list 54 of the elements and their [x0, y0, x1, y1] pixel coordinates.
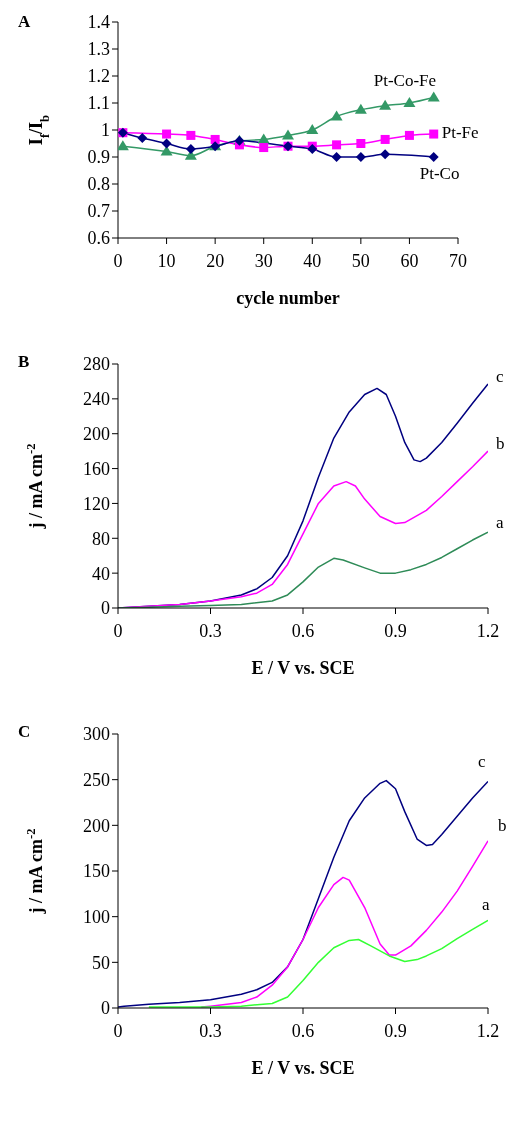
- x-tick-label: 20: [206, 250, 225, 271]
- y-tick-label: 0: [101, 598, 110, 619]
- y-tick-label: 0.6: [87, 228, 110, 249]
- y-tick-label: 1.2: [87, 66, 110, 87]
- x-tick-label: 0.9: [384, 1020, 407, 1041]
- series-label: a: [482, 895, 490, 915]
- series-label: b: [498, 815, 507, 835]
- x-tick-label: 1.2: [476, 1020, 500, 1041]
- y-tick-label: 1: [101, 120, 110, 141]
- y-tick-label: 250: [83, 770, 110, 791]
- chart-title: C: [18, 722, 31, 742]
- x-axis-title: E / V vs. SCE: [251, 1058, 355, 1078]
- series-label: a: [496, 513, 504, 533]
- chart-title: B: [18, 352, 30, 372]
- x-tick-label: 50: [351, 250, 370, 271]
- series-label: c: [478, 752, 486, 772]
- y-tick-label: 0.7: [87, 201, 110, 222]
- y-tick-label: 300: [83, 724, 110, 745]
- x-tick-label: 1.2: [476, 620, 500, 641]
- series-label: Pt-Co-Fe: [373, 70, 437, 90]
- y-tick-label: 80: [92, 528, 110, 549]
- x-tick-label: 0.3: [199, 1020, 222, 1041]
- y-tick-label: 1.1: [87, 93, 110, 114]
- x-axis-title: cycle number: [236, 288, 340, 308]
- y-tick-label: 50: [92, 952, 110, 973]
- x-tick-label: 10: [157, 250, 176, 271]
- y-tick-label: 160: [83, 458, 110, 479]
- y-tick-label: 40: [92, 563, 110, 584]
- x-tick-label: 30: [254, 250, 273, 271]
- y-tick-label: 280: [83, 354, 110, 375]
- x-tick-label: 0.6: [291, 620, 315, 641]
- y-tick-label: 0.9: [87, 147, 110, 168]
- series-label: Pt-Co: [419, 163, 460, 183]
- y-tick-label: 240: [83, 389, 110, 410]
- x-axis-title: E / V vs. SCE: [251, 658, 355, 678]
- x-tick-label: 70: [449, 250, 467, 271]
- y-tick-label: 200: [83, 424, 110, 445]
- y-tick-label: 200: [83, 815, 110, 836]
- y-tick-label: 0.8: [87, 174, 110, 195]
- series-label: b: [496, 434, 505, 454]
- chart-title: A: [18, 12, 31, 32]
- x-tick-label: 60: [400, 250, 419, 271]
- series-label: c: [496, 366, 504, 386]
- x-tick-label: 0.9: [384, 620, 407, 641]
- y-tick-label: 100: [83, 907, 110, 928]
- y-tick-label: 1.3: [87, 39, 110, 60]
- x-tick-label: 0.3: [199, 620, 222, 641]
- y-tick-label: 120: [83, 493, 110, 514]
- x-tick-label: 40: [303, 250, 322, 271]
- x-tick-label: 0.6: [291, 1020, 315, 1041]
- series-label: Pt-Fe: [441, 122, 479, 142]
- y-tick-label: 1.4: [87, 12, 110, 33]
- y-tick-label: 150: [83, 861, 110, 882]
- y-tick-label: 0: [101, 998, 110, 1019]
